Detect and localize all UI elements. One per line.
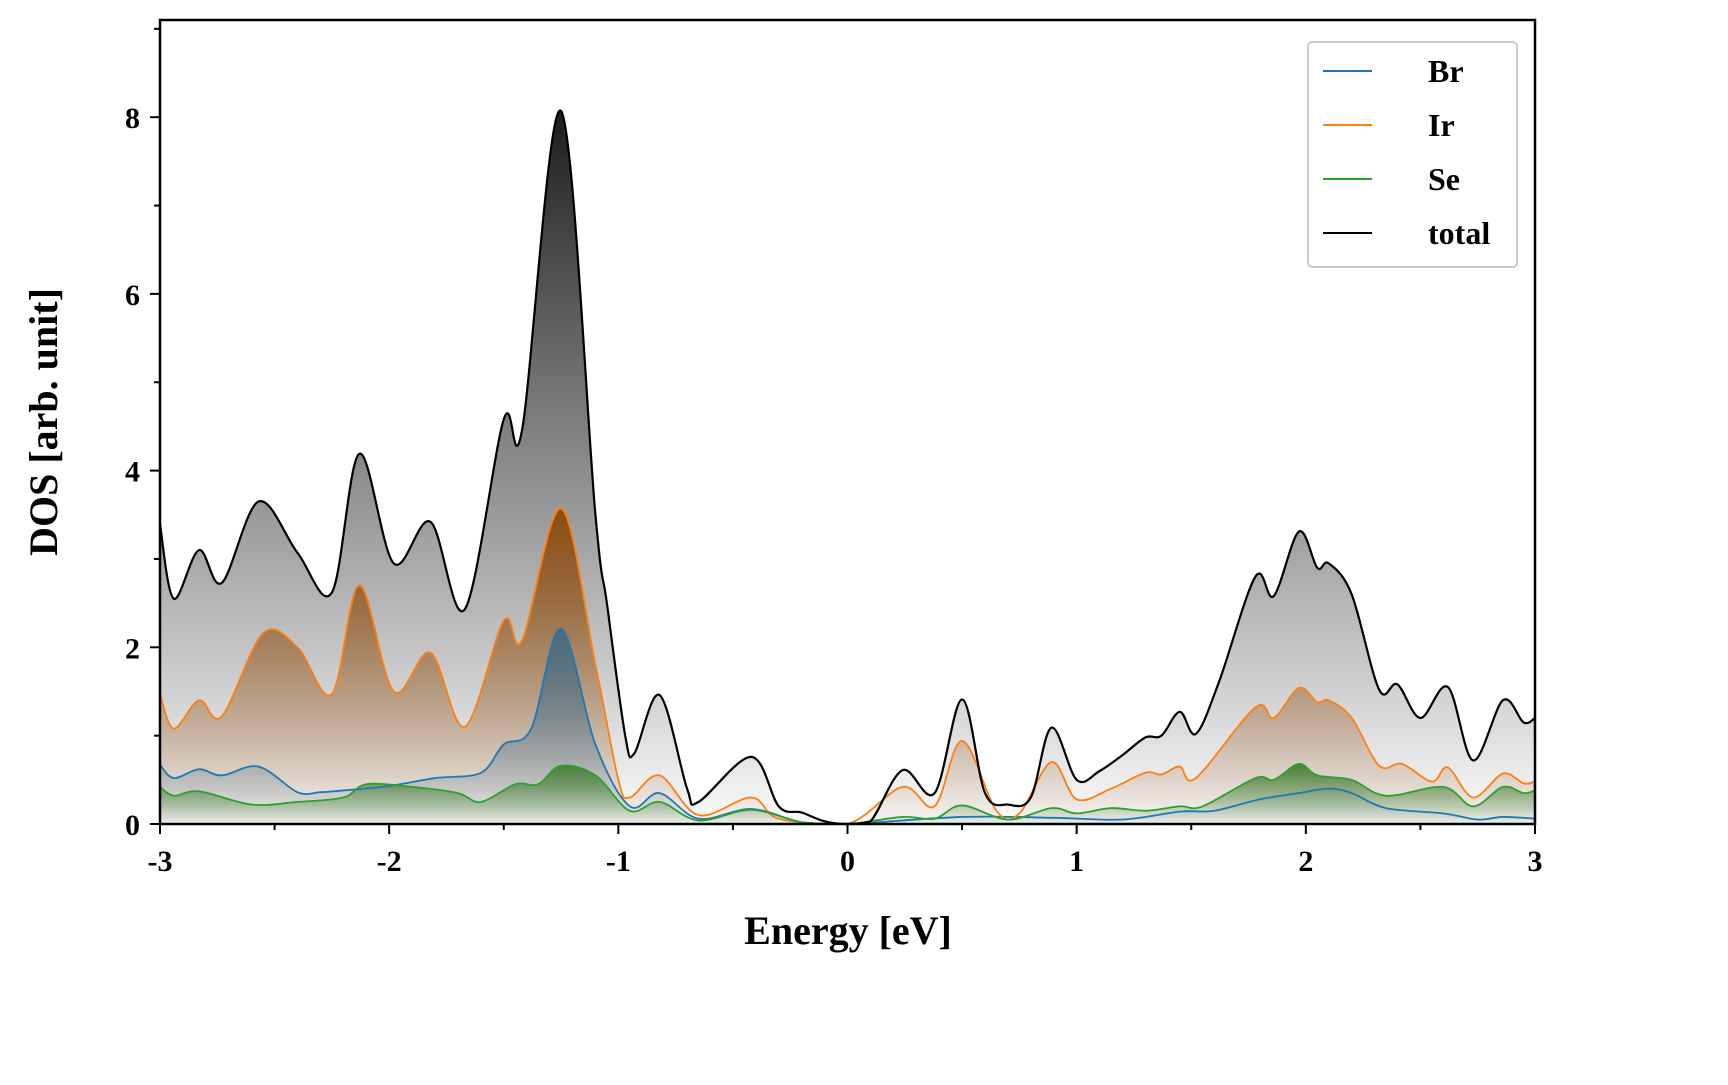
x-tick-label: -1 <box>606 845 631 878</box>
y-tick-label: 0 <box>125 809 140 842</box>
legend-label-se: Se <box>1428 161 1460 197</box>
y-axis: 0 2 4 6 8 <box>125 27 160 842</box>
x-tick-label: 0 <box>840 845 855 878</box>
x-tick-label: 1 <box>1069 845 1084 878</box>
legend: Br Ir Se total <box>1307 41 1518 268</box>
y-tick-label: 8 <box>125 102 140 135</box>
legend-label-br: Br <box>1428 53 1464 89</box>
y-tick-label: 6 <box>125 279 140 312</box>
y-axis-label: DOS [arb. unit] <box>21 288 66 556</box>
y-tick-label: 2 <box>125 632 140 665</box>
x-axis-label: Energy [eV] <box>744 908 952 953</box>
x-tick-label: 3 <box>1528 845 1543 878</box>
line-ir <box>159 507 1536 825</box>
x-axis: -3 -2 -1 0 1 2 3 <box>148 824 1543 878</box>
legend-box <box>1307 41 1518 268</box>
line-br <box>159 627 1536 825</box>
x-tick-label: 2 <box>1298 845 1313 878</box>
fill-se <box>160 763 1535 824</box>
x-tick-label: -2 <box>377 845 402 878</box>
fill-br <box>160 628 1535 824</box>
legend-label-ir: Ir <box>1428 107 1455 143</box>
legend-label-total: total <box>1428 215 1490 251</box>
y-tick-label: 4 <box>125 456 140 489</box>
x-tick-label: -3 <box>148 845 173 878</box>
line-se <box>159 763 1536 825</box>
